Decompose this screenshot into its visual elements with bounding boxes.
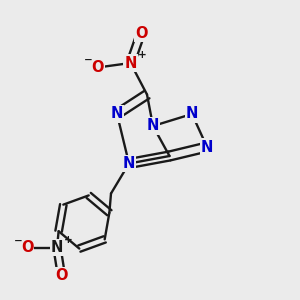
Text: N: N bbox=[201, 140, 213, 154]
Text: N: N bbox=[124, 56, 137, 70]
Text: +: + bbox=[64, 235, 73, 245]
Text: O: O bbox=[21, 240, 33, 255]
Text: +: + bbox=[138, 50, 147, 60]
Text: −: − bbox=[14, 236, 23, 246]
Text: N: N bbox=[51, 240, 63, 255]
Text: N: N bbox=[111, 106, 123, 122]
Text: N: N bbox=[123, 156, 135, 171]
Text: −: − bbox=[84, 55, 93, 65]
Text: N: N bbox=[186, 106, 198, 122]
Text: O: O bbox=[91, 60, 104, 75]
Text: O: O bbox=[55, 268, 68, 284]
Text: O: O bbox=[135, 26, 147, 40]
Text: N: N bbox=[147, 118, 159, 134]
